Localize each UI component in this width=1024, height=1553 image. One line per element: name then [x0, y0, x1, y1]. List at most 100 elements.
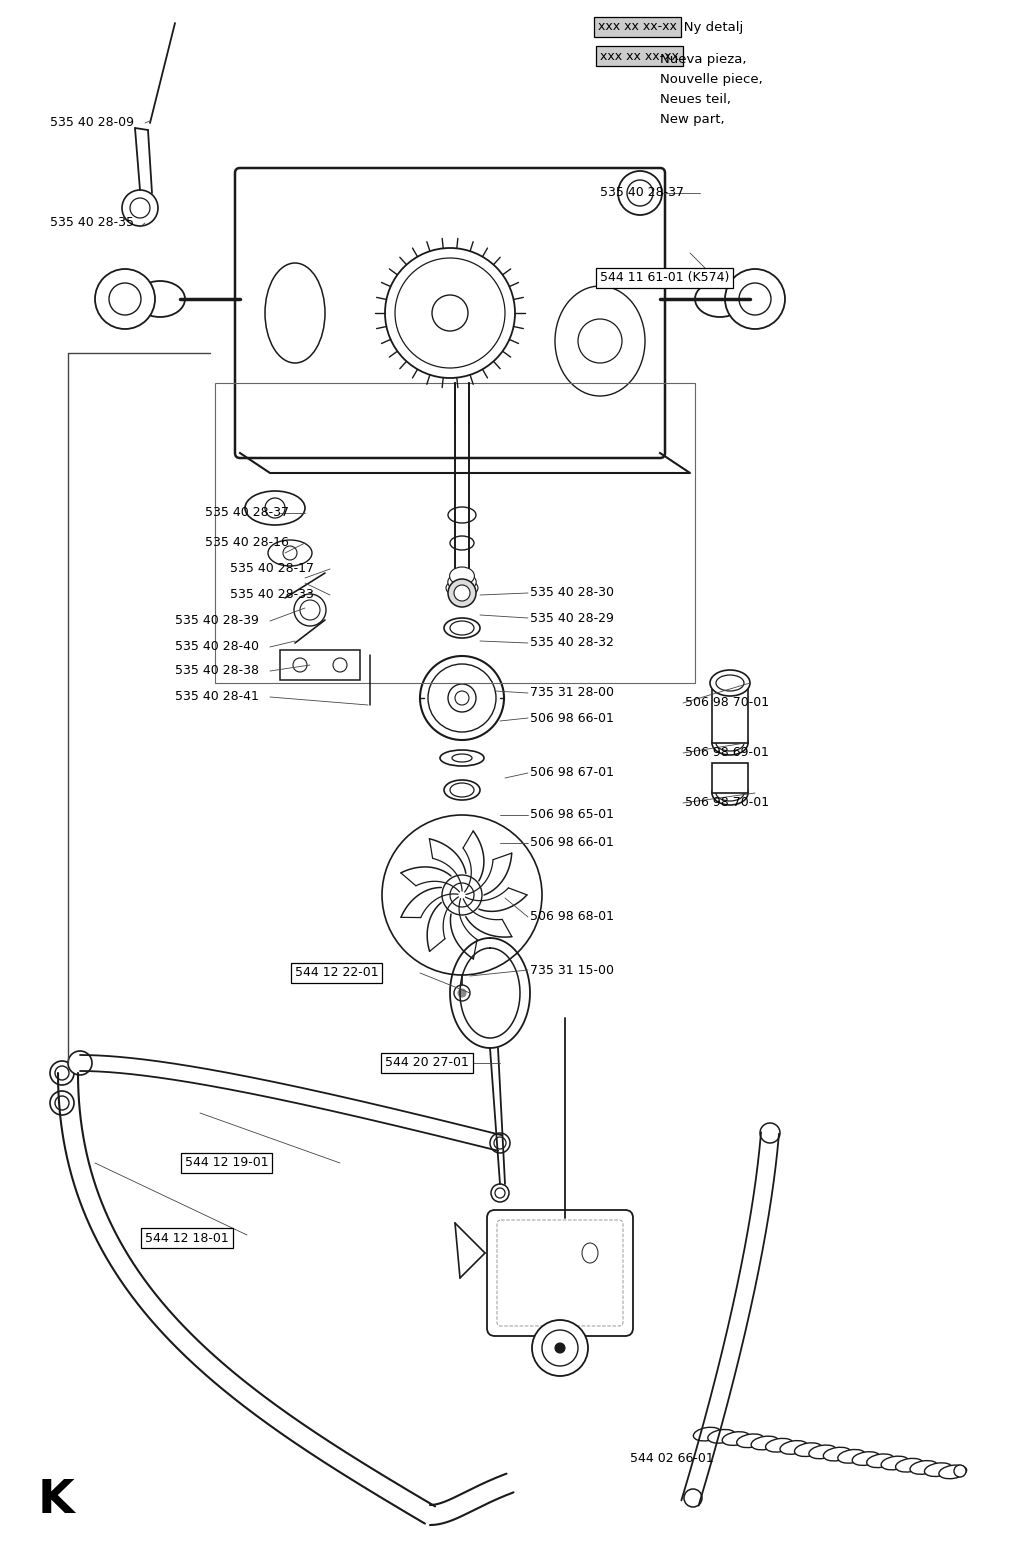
Text: 506 98 70-01: 506 98 70-01 [685, 696, 769, 710]
Circle shape [294, 593, 326, 626]
Ellipse shape [896, 1458, 924, 1472]
Ellipse shape [866, 1454, 894, 1468]
Text: 535 40 28-40: 535 40 28-40 [175, 640, 259, 654]
Circle shape [283, 547, 297, 561]
Circle shape [494, 1137, 506, 1149]
Ellipse shape [447, 573, 476, 592]
Circle shape [618, 171, 662, 214]
FancyBboxPatch shape [234, 168, 665, 458]
Circle shape [432, 295, 468, 331]
Ellipse shape [766, 1438, 794, 1452]
Ellipse shape [722, 1432, 750, 1446]
Circle shape [50, 1092, 74, 1115]
Circle shape [395, 258, 505, 368]
Ellipse shape [823, 1447, 851, 1461]
Ellipse shape [135, 281, 185, 317]
Circle shape [454, 985, 470, 1002]
Text: 544 11 61-01 (K574): 544 11 61-01 (K574) [600, 272, 729, 284]
Ellipse shape [245, 491, 305, 525]
Text: 535 40 28-09: 535 40 28-09 [50, 116, 134, 129]
Circle shape [442, 874, 482, 915]
Ellipse shape [268, 540, 312, 565]
Text: 535 40 28-17: 535 40 28-17 [230, 562, 314, 576]
Ellipse shape [752, 1437, 779, 1451]
Circle shape [385, 248, 515, 377]
Circle shape [300, 599, 319, 620]
Ellipse shape [450, 621, 474, 635]
Text: Neues teil,: Neues teil, [660, 93, 731, 106]
Circle shape [265, 499, 285, 519]
Circle shape [333, 658, 347, 672]
Circle shape [627, 180, 653, 207]
Circle shape [725, 269, 785, 329]
Ellipse shape [444, 618, 480, 638]
Ellipse shape [716, 676, 744, 691]
Text: 535 40 28-38: 535 40 28-38 [175, 665, 259, 677]
Text: 535 40 28-35: 535 40 28-35 [50, 216, 134, 230]
Circle shape [420, 655, 504, 739]
Circle shape [130, 197, 150, 217]
Text: 506 98 68-01: 506 98 68-01 [530, 910, 614, 924]
Text: 544 12 22-01: 544 12 22-01 [295, 966, 379, 980]
Circle shape [428, 665, 496, 731]
Circle shape [490, 1183, 509, 1202]
Circle shape [449, 579, 476, 607]
Ellipse shape [708, 1429, 735, 1443]
Text: 544 12 18-01: 544 12 18-01 [145, 1232, 228, 1244]
Circle shape [382, 815, 542, 975]
Ellipse shape [780, 1441, 808, 1454]
Circle shape [542, 1329, 578, 1367]
Ellipse shape [265, 262, 325, 363]
Text: xxx xx xx-xx: xxx xx xx-xx [600, 50, 679, 62]
Text: 506 98 66-01: 506 98 66-01 [530, 711, 613, 725]
Text: 735 31 15-00: 735 31 15-00 [530, 963, 614, 977]
Ellipse shape [716, 735, 744, 752]
Circle shape [490, 1134, 510, 1152]
Ellipse shape [939, 1464, 967, 1478]
Circle shape [760, 1123, 780, 1143]
Circle shape [450, 884, 474, 907]
Circle shape [293, 658, 307, 672]
Circle shape [684, 1489, 702, 1506]
Text: 535 40 28-33: 535 40 28-33 [230, 589, 314, 601]
Ellipse shape [736, 1433, 765, 1447]
Circle shape [122, 189, 158, 227]
Ellipse shape [809, 1444, 837, 1458]
Ellipse shape [693, 1427, 721, 1441]
Ellipse shape [450, 567, 474, 585]
Circle shape [458, 989, 466, 997]
Text: 535 40 28-30: 535 40 28-30 [530, 587, 614, 599]
Bar [712, 688, 748, 742]
Circle shape [109, 283, 141, 315]
Text: Nouvelle piece,: Nouvelle piece, [660, 73, 763, 85]
Ellipse shape [910, 1461, 938, 1474]
Circle shape [532, 1320, 588, 1376]
Ellipse shape [446, 579, 478, 596]
Text: 506 98 65-01: 506 98 65-01 [530, 809, 614, 822]
Ellipse shape [452, 755, 472, 763]
Text: K: K [38, 1478, 75, 1523]
Ellipse shape [450, 783, 474, 797]
Ellipse shape [712, 731, 748, 755]
Text: 535 40 28-16: 535 40 28-16 [205, 536, 289, 550]
Circle shape [50, 1061, 74, 1086]
Text: 535 40 28-39: 535 40 28-39 [175, 615, 259, 627]
Circle shape [739, 283, 771, 315]
Ellipse shape [925, 1463, 952, 1477]
Text: 506 98 66-01: 506 98 66-01 [530, 837, 613, 849]
Bar [280, 651, 360, 680]
Ellipse shape [716, 784, 744, 801]
Text: 544 20 27-01: 544 20 27-01 [385, 1056, 469, 1070]
Circle shape [68, 1051, 92, 1075]
Text: 535 40 28-29: 535 40 28-29 [530, 612, 613, 624]
Ellipse shape [881, 1457, 909, 1469]
Text: 544 12 19-01: 544 12 19-01 [185, 1157, 268, 1169]
Text: 506 98 69-01: 506 98 69-01 [685, 747, 769, 759]
Circle shape [454, 585, 470, 601]
Bar [215, 384, 695, 683]
Circle shape [555, 1343, 565, 1353]
Ellipse shape [695, 281, 745, 317]
Circle shape [95, 269, 155, 329]
Ellipse shape [450, 536, 474, 550]
Ellipse shape [440, 750, 484, 766]
